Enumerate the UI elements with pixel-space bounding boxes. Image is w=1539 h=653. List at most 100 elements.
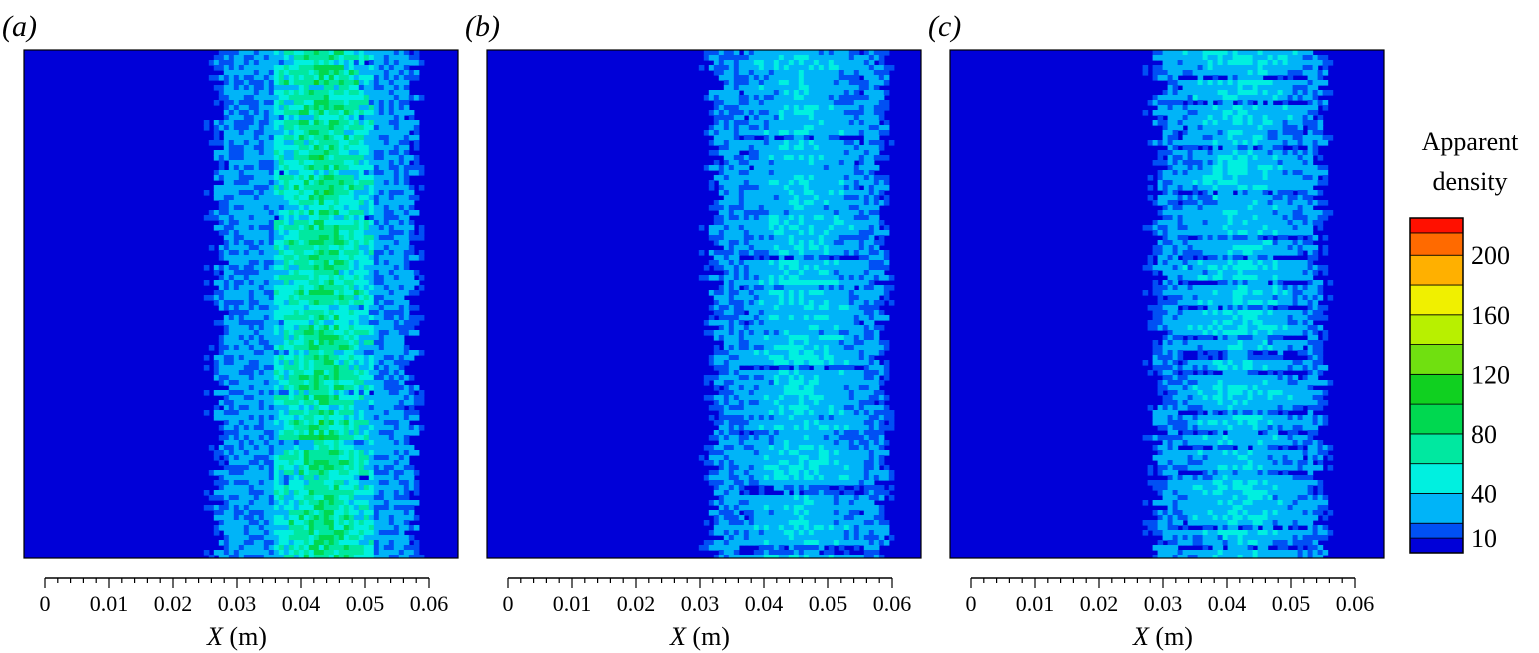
density-cell (253, 300, 260, 306)
density-cell (393, 400, 400, 406)
density-cell (248, 60, 255, 66)
density-cell (258, 55, 265, 61)
density-cell (863, 170, 870, 176)
density-cell (318, 400, 325, 406)
density-cell (413, 515, 420, 521)
density-cell (383, 265, 390, 271)
density-cell (293, 480, 300, 486)
density-cell (253, 510, 260, 516)
density-cell (293, 185, 300, 191)
density-cell (258, 240, 265, 246)
density-cell (308, 335, 315, 341)
density-cell (258, 325, 265, 331)
density-cell (753, 145, 760, 151)
density-cell (813, 170, 820, 176)
density-cell (338, 555, 345, 558)
density-cell (853, 140, 860, 146)
density-cell (388, 310, 395, 316)
density-cell (388, 155, 395, 161)
density-cell (328, 315, 335, 321)
density-cell (248, 245, 255, 251)
density-cell (268, 80, 275, 86)
density-cell (778, 50, 785, 56)
density-cell (243, 540, 250, 546)
density-cell (843, 180, 850, 186)
density-cell (243, 60, 250, 66)
density-cell (373, 85, 380, 91)
density-cell (323, 360, 330, 366)
density-cell (308, 475, 315, 481)
density-cell (228, 155, 235, 161)
density-cell (238, 440, 245, 446)
density-cell (373, 135, 380, 141)
density-cell (263, 100, 270, 106)
density-cell (308, 490, 315, 496)
density-cell (323, 425, 330, 431)
density-cell (748, 135, 755, 141)
density-cell (363, 505, 370, 511)
density-cell (298, 430, 305, 436)
density-cell (408, 500, 415, 506)
density-cell (333, 275, 340, 281)
density-cell (768, 75, 775, 81)
density-cell (863, 95, 870, 101)
density-cell (373, 320, 380, 326)
density-cell (268, 435, 275, 441)
density-cell (383, 200, 390, 206)
density-cell (248, 515, 255, 521)
density-cell (253, 120, 260, 126)
density-cell (228, 100, 235, 106)
density-cell (303, 405, 310, 411)
density-cell (288, 460, 295, 466)
density-cell (398, 140, 405, 146)
density-cell (298, 185, 305, 191)
density-cell (238, 520, 245, 526)
density-cell (373, 210, 380, 216)
density-cell (333, 305, 340, 311)
density-cell (883, 100, 890, 106)
density-cell (243, 305, 250, 311)
density-cell (878, 105, 885, 111)
density-cell (238, 400, 245, 406)
density-cell (343, 235, 350, 241)
density-cell (398, 55, 405, 61)
density-cell (358, 500, 365, 506)
density-cell (238, 75, 245, 81)
density-cell (373, 75, 380, 81)
density-cell (268, 130, 275, 136)
density-cell (838, 140, 845, 146)
density-cell (328, 500, 335, 506)
density-cell (243, 240, 250, 246)
density-cell (353, 330, 360, 336)
density-cell (393, 110, 400, 116)
density-cell (273, 410, 280, 416)
density-cell (258, 65, 265, 71)
density-cell (278, 550, 285, 556)
density-cell (268, 260, 275, 266)
density-cell (313, 165, 320, 171)
density-cell (363, 285, 370, 291)
density-cell (718, 180, 725, 186)
density-cell (313, 330, 320, 336)
density-cell (403, 290, 410, 296)
density-cell (333, 145, 340, 151)
density-cell (308, 390, 315, 396)
density-cell (313, 240, 320, 246)
density-cell (323, 80, 330, 86)
density-cell (398, 110, 405, 116)
density-cell (253, 485, 260, 491)
density-cell (218, 555, 225, 558)
density-cell (803, 165, 810, 171)
density-cell (373, 270, 380, 276)
density-cell (253, 330, 260, 336)
density-cell (388, 450, 395, 456)
density-cell (228, 65, 235, 71)
density-cell (808, 50, 815, 56)
density-cell (828, 150, 835, 156)
density-cell (233, 185, 240, 191)
density-cell (273, 110, 280, 116)
density-cell (323, 280, 330, 286)
density-cell (408, 375, 415, 381)
density-cell (223, 110, 230, 116)
density-cell (403, 310, 410, 316)
